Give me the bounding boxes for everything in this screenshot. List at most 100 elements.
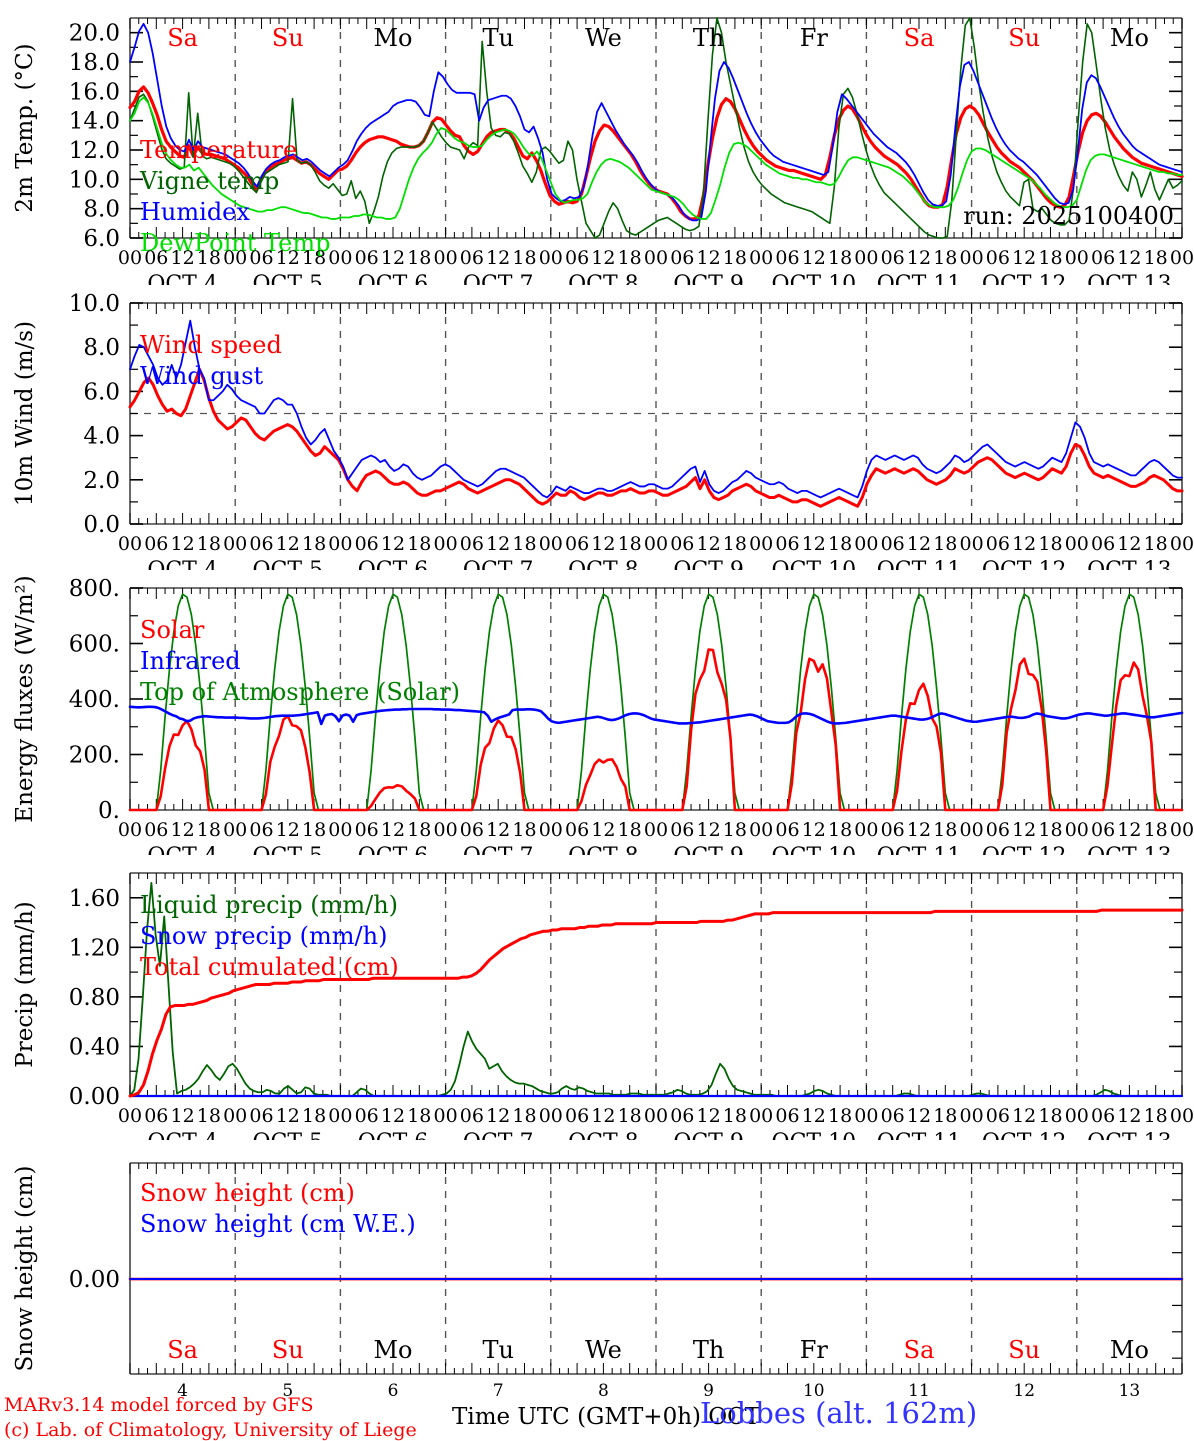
series-line-total-cumulated-cm: [128, 908, 1184, 1098]
hour-tick-label: 12: [171, 247, 195, 269]
date-label-9: OCT 13: [1087, 844, 1172, 855]
hour-tick-label: 18: [1144, 819, 1168, 841]
day-number-3: 7: [493, 1381, 504, 1400]
day-name-top-0: Sa: [167, 24, 198, 52]
hour-tick-label: 00: [1170, 533, 1194, 555]
hour-tick-label: 00: [854, 1105, 878, 1127]
date-label-6: OCT 10: [772, 844, 857, 855]
hour-tick-label: 00: [118, 1105, 142, 1127]
date-label-3: OCT 7: [463, 272, 534, 285]
legend-humidex: Humidex: [140, 198, 250, 226]
hour-tick-label: 00: [644, 819, 668, 841]
date-label-0: OCT 4: [147, 844, 218, 855]
legend-total-cumulated-cm: Total cumulated (cm): [140, 953, 399, 981]
y-tick-label: 0.80: [69, 985, 120, 1011]
time-axis-label: Time UTC (GMT+0h) OCT: [452, 1404, 761, 1430]
hour-tick-label: 06: [986, 819, 1010, 841]
hour-tick-label: 12: [591, 533, 615, 555]
hour-tick-label: 06: [460, 819, 484, 841]
date-label-0: OCT 4: [147, 558, 218, 570]
y-tick-label: 12.0: [69, 138, 120, 164]
date-label-5: OCT 9: [673, 558, 744, 570]
panel-temperature: 6.0 8.0 10.0 12.0 14.0 16.0 18.0 20.0 2m Temp. (…: [0, 0, 1194, 285]
date-label-8: OCT 12: [982, 844, 1067, 855]
hour-tick-label: 18: [1038, 819, 1062, 841]
hour-tick-label: 00: [644, 533, 668, 555]
y-tick-label: 400.: [69, 687, 120, 713]
model-credit-line2: (c) Lab. of Climatology, University of L…: [4, 1419, 417, 1441]
hour-tick-label: 06: [775, 247, 799, 269]
hour-tick-label: 18: [407, 533, 431, 555]
hour-tick-label: 00: [749, 819, 773, 841]
day-name-top-7: Sa: [904, 24, 935, 52]
hour-tick-label: 12: [697, 1105, 721, 1127]
hour-tick-label: 00: [328, 819, 352, 841]
day-number-0: 4: [177, 1381, 188, 1400]
day-name-bottom-3: Tu: [482, 1336, 513, 1364]
day-number-1: 5: [282, 1381, 293, 1400]
day-name-top-3: Tu: [482, 24, 513, 52]
hour-tick-label: 00: [1170, 1105, 1194, 1127]
hour-tick-label: 00: [328, 1105, 352, 1127]
hour-tick-label: 18: [933, 533, 957, 555]
y-tick-label: 14.0: [69, 109, 120, 135]
hour-tick-label: 00: [1065, 247, 1089, 269]
y-tick-label: 4.0: [83, 424, 120, 450]
hour-tick-label: 00: [434, 247, 458, 269]
hour-tick-label: 12: [381, 533, 405, 555]
hour-tick-label: 00: [118, 819, 142, 841]
hour-tick-label: 06: [144, 533, 168, 555]
hour-tick-label: 06: [565, 247, 589, 269]
date-label-6: OCT 10: [772, 558, 857, 570]
day-name-top-4: We: [585, 24, 622, 52]
hour-tick-label: 12: [1012, 819, 1036, 841]
y-axis-label: Precip (mm/h): [12, 901, 38, 1067]
hour-tick-label: 06: [986, 1105, 1010, 1127]
day-name-top-5: Th: [693, 24, 724, 52]
hour-tick-label: 00: [1170, 247, 1194, 269]
date-label-1: OCT 5: [253, 1130, 324, 1140]
hour-tick-label: 12: [802, 533, 826, 555]
hour-tick-label: 06: [775, 533, 799, 555]
hour-tick-label: 18: [302, 1105, 326, 1127]
hour-tick-label: 06: [1091, 247, 1115, 269]
hour-tick-label: 00: [749, 533, 773, 555]
series-line-dewpoint-temp: [129, 96, 1183, 220]
hour-tick-label: 12: [486, 533, 510, 555]
y-tick-label: 10.0: [69, 291, 120, 317]
y-tick-label: 800.: [69, 576, 120, 602]
hour-tick-label: 12: [1117, 247, 1141, 269]
date-label-7: OCT 11: [877, 272, 962, 285]
hour-tick-label: 18: [197, 1105, 221, 1127]
hour-tick-label: 12: [1012, 1105, 1036, 1127]
y-tick-label: 600.: [69, 632, 120, 658]
hour-tick-label: 12: [171, 1105, 195, 1127]
day-name-bottom-0: Sa: [167, 1336, 198, 1364]
hour-tick-label: 00: [1065, 533, 1089, 555]
hour-tick-label: 00: [223, 1105, 247, 1127]
y-axis-label: 2m Temp. (°C): [12, 43, 38, 212]
hour-tick-label: 06: [1091, 533, 1115, 555]
temperature-chart: 6.0 8.0 10.0 12.0 14.0 16.0 18.0 20.0 2m Temp. (…: [12, 17, 1194, 285]
day-name-top-2: Mo: [373, 24, 412, 52]
legend-snow-height-cm-w-e: Snow height (cm W.E.): [140, 1210, 416, 1238]
hour-tick-label: 12: [802, 1105, 826, 1127]
hour-tick-label: 18: [197, 533, 221, 555]
y-tick-label: 1.20: [69, 935, 120, 961]
hour-tick-label: 06: [460, 247, 484, 269]
hour-tick-label: 12: [907, 247, 931, 269]
hour-tick-label: 18: [618, 247, 642, 269]
snow-height-chart: 0.00 Snow height (cm) Snow height (cm) Snow…: [12, 1162, 1184, 1400]
y-tick-label: 200.: [69, 743, 120, 769]
hour-tick-label: 18: [1144, 533, 1168, 555]
hour-tick-label: 12: [1117, 819, 1141, 841]
hour-tick-label: 06: [565, 1105, 589, 1127]
day-name-bottom-4: We: [585, 1336, 622, 1364]
y-axis-label: Energy fluxes (W/m²): [12, 575, 38, 822]
legend-snow-precip-mm-h: Snow precip (mm/h): [140, 922, 387, 950]
hour-tick-label: 06: [881, 1105, 905, 1127]
legend-snow-height-cm: Snow height (cm): [140, 1179, 355, 1207]
hour-tick-label: 06: [460, 1105, 484, 1127]
day-name-bottom-6: Fr: [800, 1336, 829, 1364]
hour-tick-label: 12: [486, 1105, 510, 1127]
